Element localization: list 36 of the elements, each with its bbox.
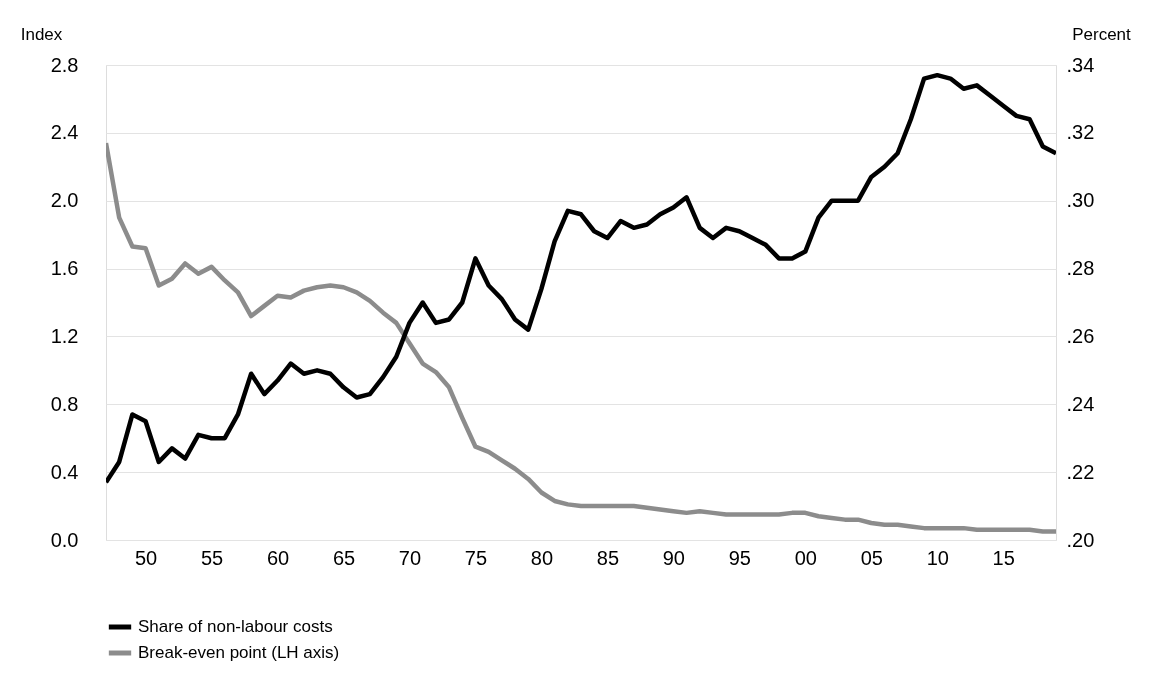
y2-tick-label: .28 [1066, 257, 1095, 280]
legend-label: Share of non-labour costs [138, 617, 333, 636]
x-tick-label: 75 [464, 546, 488, 569]
x-tick-label: 05 [860, 546, 883, 569]
y-tick-label: 2.4 [50, 121, 79, 144]
y2-tick-label: .24 [1066, 392, 1095, 415]
y-tick-label: 1.6 [50, 257, 79, 280]
y2-tick-label: .26 [1066, 324, 1095, 347]
x-tick-label: 10 [926, 546, 949, 569]
x-tick-label: 70 [398, 546, 422, 569]
y-tick-label: 2.0 [50, 189, 79, 212]
x-tick-label: 80 [530, 546, 554, 569]
y2-tick-label: .30 [1066, 189, 1095, 212]
line-series [106, 72, 1056, 485]
y-tick-label: 0.8 [50, 392, 79, 415]
x-tick-label: 60 [266, 546, 290, 569]
x-tick-label: 55 [200, 546, 224, 569]
y-tick-label: 0.4 [50, 460, 79, 483]
x-tick-label: 90 [662, 546, 685, 569]
y-axis-title: Index [20, 24, 63, 44]
y2-axis-title: Percent [1072, 24, 1132, 44]
line-series [106, 140, 1056, 534]
y-tick-label: 2.8 [50, 53, 79, 76]
y2-tick-label: .32 [1066, 121, 1095, 144]
x-tick-label: 85 [596, 546, 620, 569]
y-tick-label: 1.2 [50, 324, 79, 347]
y2-tick-label: .22 [1066, 460, 1095, 483]
x-tick-label: 50 [134, 546, 158, 569]
y-tick-label: 0.0 [50, 528, 79, 551]
x-tick-label: 00 [794, 546, 817, 569]
y2-tick-label: .34 [1066, 53, 1095, 76]
y2-tick-label: .20 [1066, 528, 1095, 551]
x-tick-label: 15 [992, 546, 1015, 569]
x-tick-label: 95 [728, 546, 751, 569]
legend-label: Break-even point (LH axis) [138, 643, 340, 662]
x-tick-label: 65 [332, 546, 356, 569]
